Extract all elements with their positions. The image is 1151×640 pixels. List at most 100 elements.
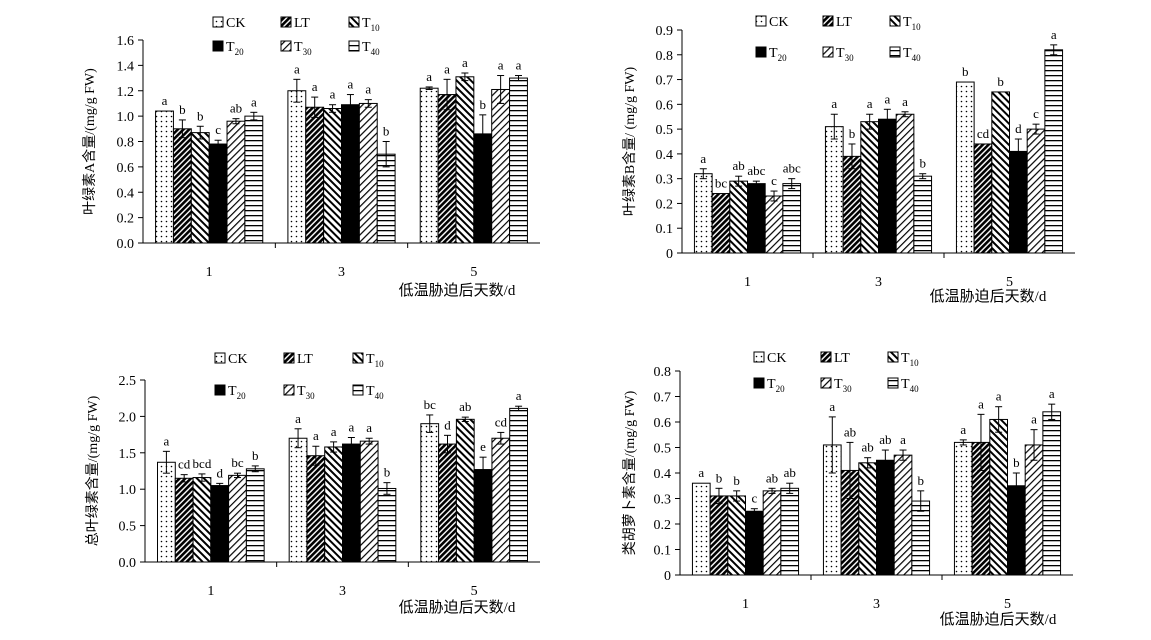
bar	[747, 183, 766, 254]
bar	[323, 108, 343, 244]
significance-label: bcd	[193, 456, 212, 471]
legend-swatch	[280, 40, 292, 52]
significance-label: a	[884, 91, 890, 106]
bar	[709, 495, 729, 576]
y-tick-label: 1.4	[117, 59, 135, 74]
significance-label: a	[366, 420, 372, 435]
legend-swatch	[348, 16, 360, 28]
legend-swatch	[889, 46, 901, 58]
y-tick-label: 0.2	[654, 518, 672, 533]
significance-label: ab	[879, 432, 891, 447]
significance-label: b	[917, 473, 924, 488]
bar	[1026, 128, 1046, 254]
significance-label: bc	[424, 397, 437, 412]
significance-label: b	[1013, 455, 1020, 470]
significance-label: a	[462, 55, 468, 70]
legend-label: T10	[901, 351, 919, 368]
significance-label: ab	[733, 158, 745, 173]
significance-label: b	[716, 470, 723, 485]
significance-label: a	[978, 396, 984, 411]
x-axis-label: 低温胁迫后天数/d	[399, 282, 516, 299]
legend-label: CK	[769, 15, 788, 30]
bar	[842, 155, 862, 254]
significance-label: a	[313, 428, 319, 443]
significance-label: d	[216, 465, 223, 480]
legend-swatch	[283, 352, 295, 364]
legend-swatch	[348, 40, 360, 52]
x-tick-label: 1	[744, 275, 751, 290]
bar	[1042, 411, 1062, 576]
bar	[876, 459, 895, 576]
x-tick-label: 3	[873, 597, 880, 612]
legend-swatch	[820, 351, 832, 363]
significance-label: a	[365, 82, 371, 97]
y-tick-label: 1.6	[117, 34, 135, 49]
legend-swatch	[887, 377, 899, 389]
significance-label: a	[312, 79, 318, 94]
y-tick-label: 0.8	[117, 136, 135, 151]
significance-label: a	[348, 77, 354, 92]
significance-label: a	[162, 93, 168, 108]
legend: CK LT T10 T20 T30 T40	[753, 351, 919, 394]
significance-label: c	[1033, 106, 1039, 121]
bar	[858, 462, 878, 576]
legend-swatch	[753, 377, 765, 389]
bar	[955, 81, 975, 254]
significance-label: ab	[862, 440, 874, 455]
bar	[1024, 444, 1044, 576]
significance-label: abc	[783, 161, 801, 176]
significance-label: bc	[715, 176, 728, 191]
significance-label: b	[384, 465, 391, 480]
legend-swatch	[283, 384, 295, 396]
legend-swatch	[280, 16, 292, 28]
y-axis-label: 叶绿素A含量/(mg/g FW)	[82, 68, 98, 215]
legend-swatch	[755, 15, 767, 27]
legend-label: T40	[362, 40, 380, 57]
legend-swatch	[820, 377, 832, 389]
bar	[419, 87, 439, 244]
bar	[192, 477, 212, 563]
bar	[244, 115, 264, 244]
bar	[245, 468, 265, 563]
bar	[491, 437, 511, 563]
significance-label: a	[516, 388, 522, 403]
legend-swatch	[889, 15, 901, 27]
significance-label: abc	[747, 163, 765, 178]
bar	[911, 500, 931, 576]
legend-swatch	[352, 384, 364, 396]
significance-label: a	[1049, 386, 1055, 401]
bar	[473, 469, 493, 563]
significance-label: ab	[844, 424, 856, 439]
y-tick-label: 0.7	[656, 74, 674, 89]
bar	[727, 495, 747, 576]
significance-label: b	[383, 124, 390, 139]
legend-label: T40	[903, 46, 921, 63]
significance-label: c	[751, 491, 757, 506]
bar	[764, 195, 784, 254]
bar	[210, 485, 230, 563]
significance-label: a	[902, 94, 908, 109]
y-tick-label: 1.5	[119, 447, 137, 462]
legend-label: T20	[767, 377, 785, 394]
y-axis-label: 类胡萝卜素含量/(mg/g FW)	[622, 390, 638, 555]
bar	[745, 510, 764, 576]
bar	[711, 193, 731, 254]
significance-label: c	[215, 122, 221, 137]
legend-swatch	[822, 15, 834, 27]
significance-label: cd	[178, 457, 191, 472]
x-tick-label: 3	[875, 275, 882, 290]
bar	[228, 474, 247, 563]
significance-label: a	[516, 58, 522, 73]
legend-label: LT	[836, 15, 852, 30]
bar	[973, 143, 993, 254]
significance-label: a	[996, 389, 1002, 404]
y-tick-label: 0.2	[117, 212, 135, 227]
bar	[172, 128, 192, 244]
bar	[691, 482, 711, 576]
bar	[208, 143, 228, 244]
x-tick-label: 5	[470, 265, 477, 280]
x-tick-label: 1	[206, 265, 213, 280]
y-tick-label: 1.2	[117, 85, 135, 100]
bar	[991, 91, 1011, 254]
significance-label: b	[179, 102, 186, 117]
